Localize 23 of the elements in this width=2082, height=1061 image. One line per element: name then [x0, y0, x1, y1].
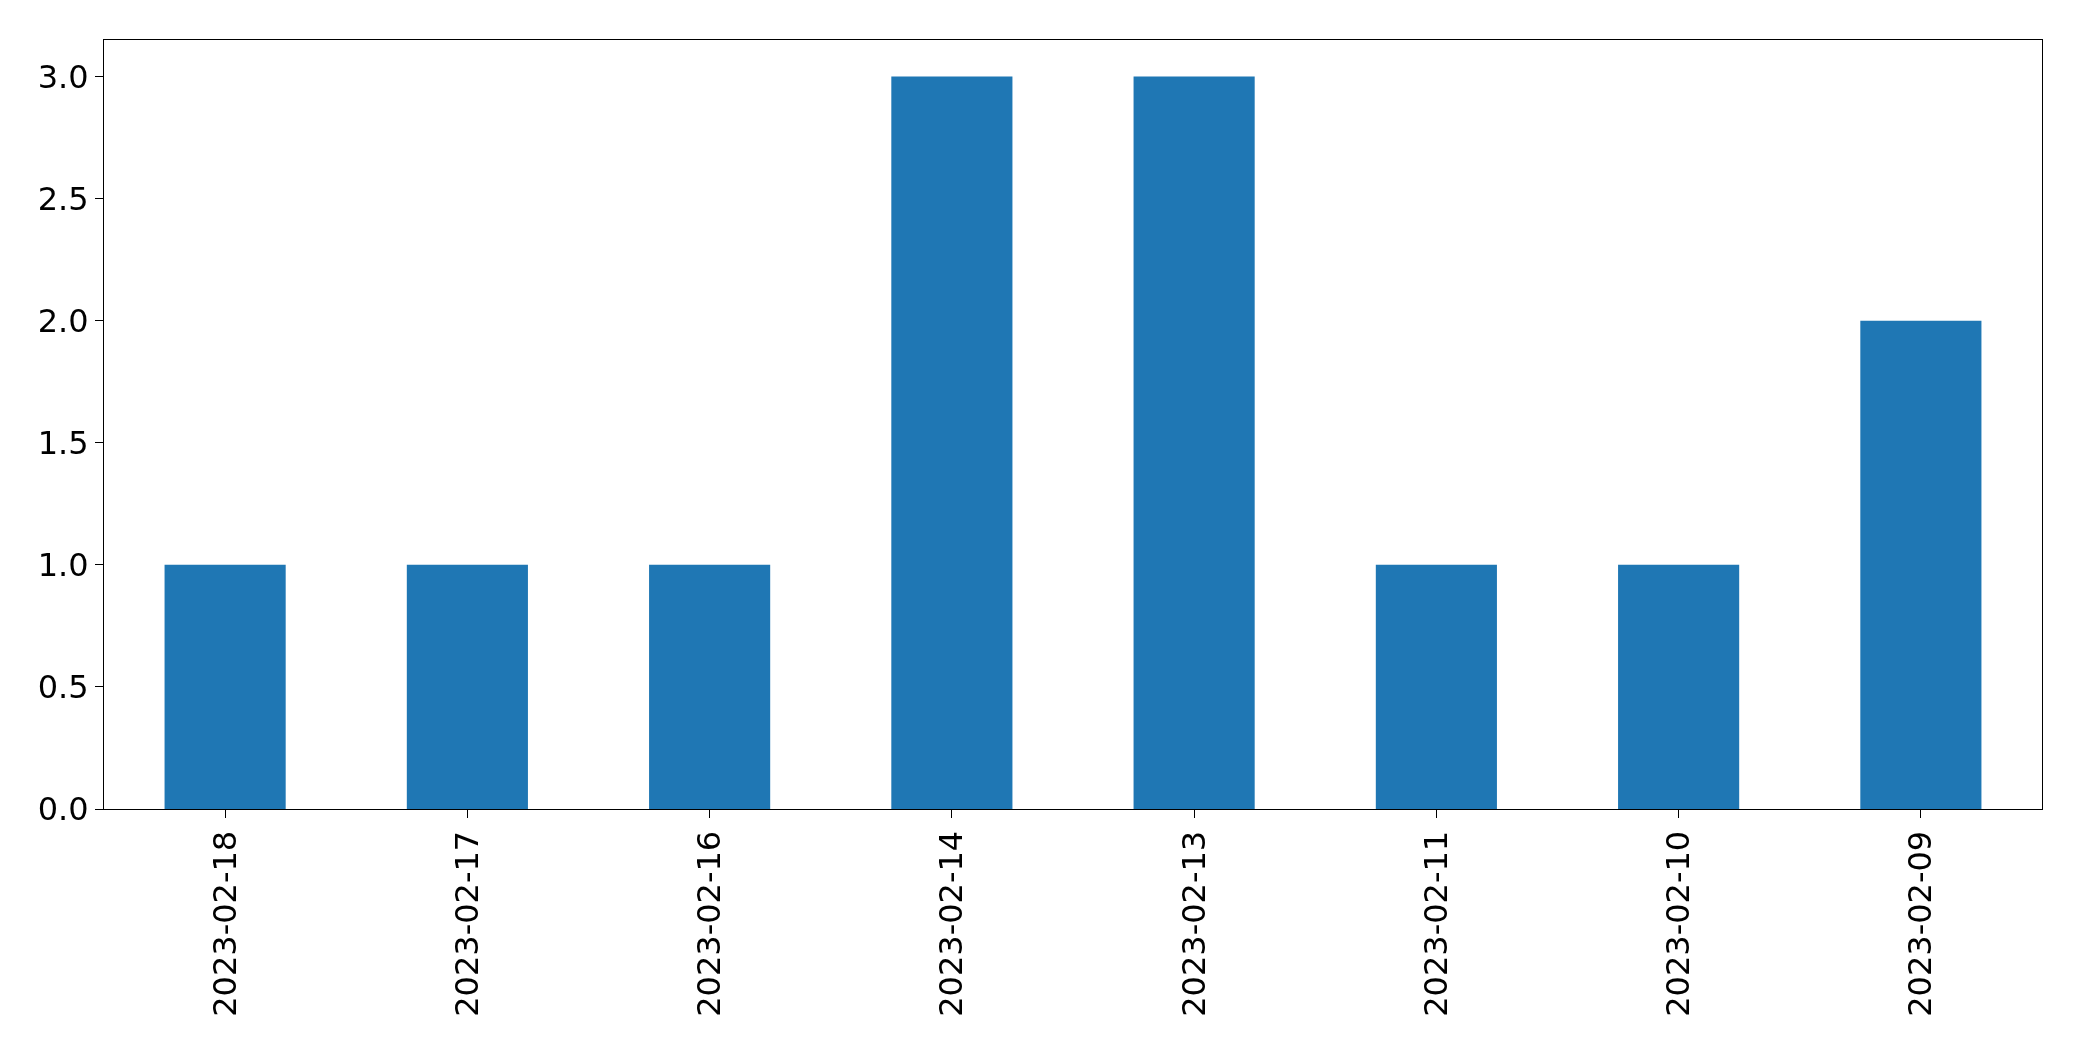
x-tick-label: 2023-02-14 — [932, 830, 971, 1017]
x-tick-label: 2023-02-09 — [1901, 830, 1940, 1017]
y-tick-label: 3.0 — [37, 57, 89, 96]
x-tick-label: 2023-02-13 — [1174, 830, 1213, 1017]
x-tick-label: 2023-02-16 — [690, 830, 729, 1017]
bar — [406, 564, 528, 809]
bar — [1860, 320, 1982, 809]
y-tick-label: 2.5 — [37, 179, 89, 218]
y-tick-label: 0.5 — [37, 668, 89, 707]
x-tick-label: 2023-02-17 — [447, 830, 486, 1017]
x-tick-label: 2023-02-18 — [205, 830, 244, 1017]
bar — [164, 564, 286, 809]
bar — [649, 564, 771, 809]
y-tick-label: 1.5 — [37, 424, 89, 463]
bar — [1618, 564, 1740, 809]
bar — [1133, 76, 1255, 809]
y-tick-label: 0.0 — [37, 790, 89, 829]
bar — [1375, 564, 1497, 809]
y-tick-label: 2.0 — [37, 301, 89, 340]
x-tick-label: 2023-02-11 — [1416, 830, 1455, 1017]
y-tick-label: 1.0 — [37, 546, 89, 585]
bar — [891, 76, 1013, 809]
x-tick-label: 2023-02-10 — [1659, 830, 1698, 1017]
